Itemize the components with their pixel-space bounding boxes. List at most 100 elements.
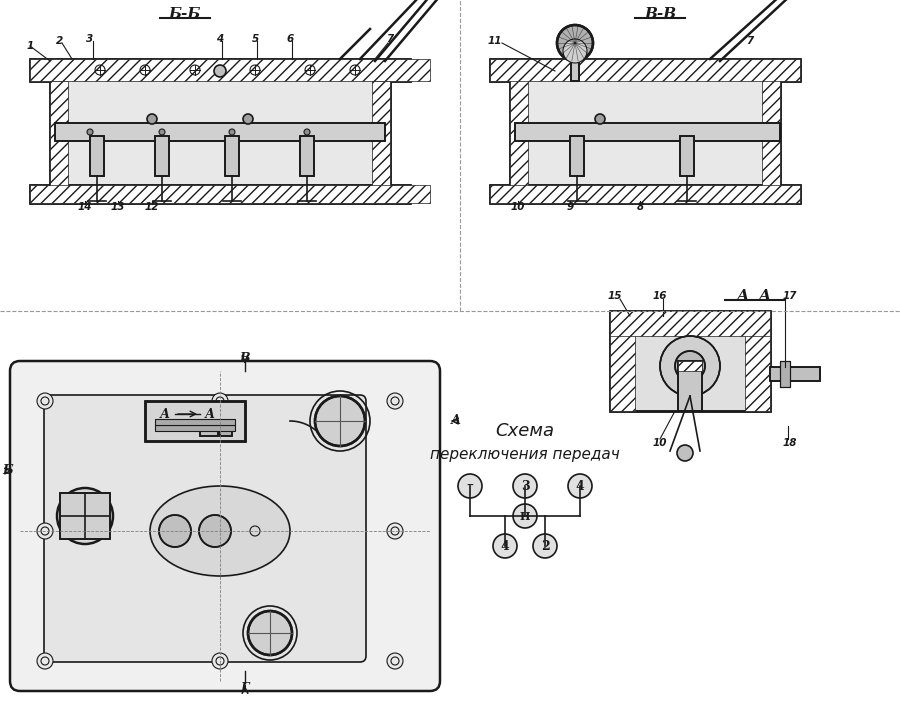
Bar	[510, 76, 780, 191]
Bar	[372, 59, 390, 81]
Circle shape	[147, 114, 157, 124]
Circle shape	[37, 523, 53, 539]
Text: В-В: В-В	[644, 7, 676, 21]
Circle shape	[568, 474, 592, 498]
Bar	[200, 424, 218, 436]
Bar	[300, 136, 314, 176]
Text: 12: 12	[145, 202, 159, 212]
Circle shape	[493, 534, 517, 558]
Text: Б-Б: Б-Б	[169, 7, 202, 21]
Bar	[55, 123, 385, 141]
Text: 13: 13	[111, 202, 125, 212]
Bar	[155, 136, 169, 176]
Text: 17: 17	[783, 291, 797, 301]
Circle shape	[212, 393, 228, 409]
Circle shape	[557, 25, 593, 61]
Bar	[680, 136, 694, 176]
Circle shape	[304, 129, 310, 135]
Circle shape	[458, 474, 482, 498]
Bar	[770, 367, 820, 381]
Text: А: А	[205, 407, 215, 420]
Bar	[220, 424, 232, 436]
Bar	[570, 136, 584, 176]
Bar	[372, 76, 390, 191]
Bar	[610, 311, 770, 411]
Bar	[50, 76, 68, 191]
Bar	[225, 136, 239, 176]
Bar	[30, 185, 410, 203]
Text: 2: 2	[57, 36, 64, 46]
Text: 6: 6	[286, 34, 293, 44]
Circle shape	[37, 653, 53, 669]
Bar	[770, 367, 820, 381]
Circle shape	[214, 65, 226, 77]
Bar	[745, 311, 770, 411]
Bar	[155, 419, 235, 425]
Circle shape	[513, 504, 537, 528]
Circle shape	[387, 393, 403, 409]
Bar	[30, 59, 430, 81]
Text: 11: 11	[488, 36, 502, 46]
Bar	[780, 361, 790, 387]
Bar	[145, 401, 245, 441]
Bar	[678, 361, 702, 411]
Text: 15: 15	[608, 291, 622, 301]
Text: 10: 10	[511, 202, 526, 212]
Text: 2: 2	[541, 540, 549, 552]
Bar	[225, 136, 239, 176]
Bar	[490, 59, 800, 81]
Text: 18: 18	[783, 438, 797, 448]
Bar	[610, 311, 770, 411]
Bar	[90, 136, 104, 176]
Circle shape	[660, 336, 720, 396]
Circle shape	[37, 393, 53, 409]
Bar	[610, 311, 635, 411]
Bar	[60, 493, 110, 539]
Bar	[490, 59, 800, 81]
Bar	[571, 43, 579, 81]
Bar	[60, 493, 110, 539]
Bar	[50, 76, 390, 191]
Bar	[90, 136, 104, 176]
Text: 4: 4	[500, 540, 509, 552]
Text: 14: 14	[77, 202, 92, 212]
Circle shape	[387, 523, 403, 539]
Bar	[678, 361, 702, 371]
Circle shape	[229, 129, 235, 135]
Text: 3: 3	[521, 479, 529, 493]
Bar	[780, 361, 790, 387]
Bar	[300, 136, 314, 176]
Text: 7: 7	[386, 34, 393, 44]
Bar	[515, 123, 780, 141]
Bar	[490, 59, 800, 81]
Text: Г: Г	[240, 683, 249, 695]
Text: А: А	[451, 415, 461, 427]
Circle shape	[533, 534, 557, 558]
Circle shape	[243, 114, 253, 124]
Bar	[50, 59, 68, 81]
Bar	[50, 76, 390, 191]
Text: Н: Н	[520, 510, 530, 521]
Circle shape	[563, 39, 587, 63]
Text: 4: 4	[576, 479, 584, 493]
Text: 7: 7	[746, 36, 753, 46]
Bar	[390, 59, 410, 81]
Bar	[762, 76, 780, 191]
Circle shape	[387, 653, 403, 669]
Bar	[490, 185, 800, 203]
Bar	[570, 136, 584, 176]
Circle shape	[159, 129, 165, 135]
Text: В: В	[239, 353, 250, 365]
Text: А: А	[160, 407, 170, 420]
Circle shape	[677, 445, 693, 461]
Text: Б: Б	[3, 464, 14, 478]
Bar	[510, 76, 780, 191]
Circle shape	[675, 351, 705, 381]
Circle shape	[87, 129, 93, 135]
Bar	[30, 59, 410, 81]
Text: переключения передач: переключения передач	[430, 447, 620, 461]
Bar	[30, 59, 50, 81]
Text: 10: 10	[652, 438, 667, 448]
Bar	[490, 185, 800, 203]
Bar	[510, 76, 528, 191]
